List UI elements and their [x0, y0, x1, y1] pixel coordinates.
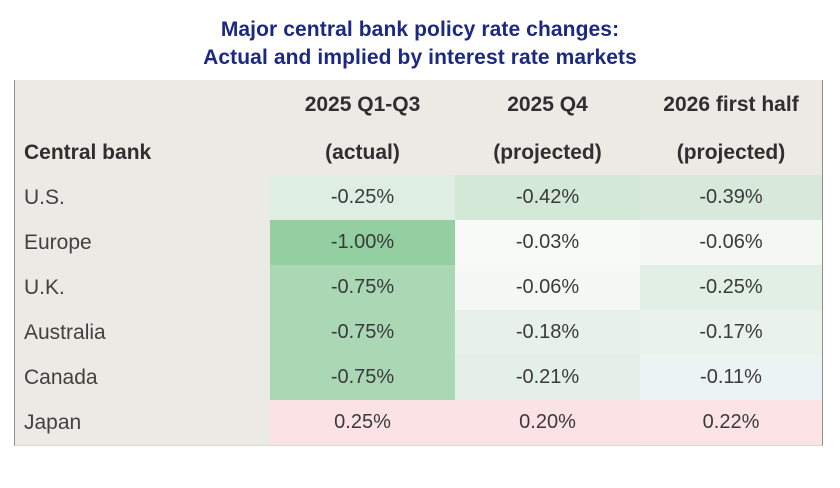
rate-cell: -0.42%: [455, 175, 640, 220]
rate-cell: -0.75%: [270, 355, 455, 400]
rate-cell: 0.20%: [455, 400, 640, 445]
rate-cell: -0.06%: [640, 220, 822, 265]
page: Major central bank policy rate changes: …: [0, 16, 840, 446]
rate-cell: -0.17%: [640, 310, 822, 355]
column-header-period: 2025 Q4: [507, 93, 588, 116]
column-header-2026-first-half: 2026 first half (projected): [640, 80, 822, 175]
column-header-period: 2026 first half: [663, 93, 799, 116]
rate-cell: -0.11%: [640, 355, 822, 400]
table-row-us: U.S. -0.25% -0.42% -0.39%: [15, 175, 822, 220]
rate-cell: -0.03%: [455, 220, 640, 265]
rate-cell: 0.25%: [270, 400, 455, 445]
rate-cell: -0.18%: [455, 310, 640, 355]
rate-cell: 0.22%: [640, 400, 822, 445]
table-row-uk: U.K. -0.75% -0.06% -0.25%: [15, 265, 822, 310]
central-bank-header-label: Central bank: [24, 140, 152, 164]
table-header-row: Central bank 2025 Q1-Q3 (actual) 2025 Q4…: [15, 80, 822, 175]
rate-cell: -1.00%: [270, 220, 455, 265]
rate-cell: -0.25%: [640, 265, 822, 310]
rate-cell: -0.25%: [270, 175, 455, 220]
rate-cell: -0.06%: [455, 265, 640, 310]
title-line-2: Actual and implied by interest rate mark…: [203, 46, 637, 69]
column-header-kind: (projected): [493, 140, 602, 164]
rate-cell: -0.75%: [270, 310, 455, 355]
header-spacer: [15, 80, 270, 130]
column-header-period: 2025 Q1-Q3: [304, 93, 421, 116]
rate-cell: -0.39%: [640, 175, 822, 220]
policy-rate-table: Central bank 2025 Q1-Q3 (actual) 2025 Q4…: [14, 80, 823, 446]
column-header-kind: (actual): [325, 140, 400, 164]
table-row-japan: Japan 0.25% 0.20% 0.22%: [15, 400, 822, 445]
chart-title: Major central bank policy rate changes: …: [0, 16, 840, 72]
row-label: U.S.: [15, 175, 270, 220]
row-label: Australia: [15, 310, 270, 355]
rate-cell: -0.75%: [270, 265, 455, 310]
column-header-2025-q4: 2025 Q4 (projected): [455, 80, 640, 175]
table-body: U.S. -0.25% -0.42% -0.39% Europe -1.00% -0.03%…: [15, 175, 822, 445]
row-label: U.K.: [15, 265, 270, 310]
column-header-2025-q1-q3: 2025 Q1-Q3 (actual): [270, 80, 455, 175]
table-row-australia: Australia -0.75% -0.18% -0.17%: [15, 310, 822, 355]
row-label: Japan: [15, 400, 270, 445]
rate-cell: -0.21%: [455, 355, 640, 400]
title-line-1: Major central bank policy rate changes:: [220, 18, 620, 41]
row-label: Canada: [15, 355, 270, 400]
table-row-europe: Europe -1.00% -0.03% -0.06%: [15, 220, 822, 265]
table-row-canada: Canada -0.75% -0.21% -0.11%: [15, 355, 822, 400]
column-header-kind: (projected): [676, 140, 786, 164]
column-header-central-bank: Central bank: [15, 80, 270, 175]
row-label: Europe: [15, 220, 270, 265]
